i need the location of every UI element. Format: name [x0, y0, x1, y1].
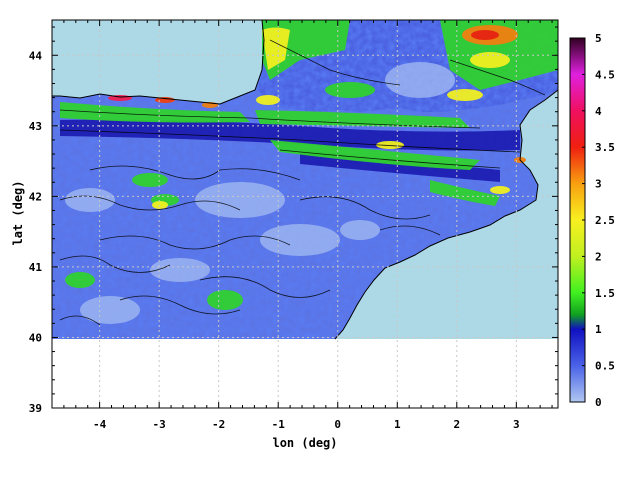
x-tick-label: -1: [272, 418, 286, 431]
coastline: [52, 20, 558, 340]
plot-frame: [51, 19, 559, 409]
yellow-regions: [152, 27, 510, 209]
colorbar-tick-label: 3.5: [595, 141, 615, 154]
x-tick-label: -2: [212, 418, 225, 431]
colorbar-tick-label: 5: [595, 32, 602, 45]
colorbar-ticks: 0 0.5 1 1.5 2 2.5 3 3.5 4 4.5 5: [582, 32, 615, 409]
colorbar-tick-label: 4: [595, 105, 602, 118]
low-value-patches: [65, 62, 455, 324]
colorbar-tick-label: 0: [595, 396, 602, 409]
colorbar: 0 0.5 1 1.5 2 2.5 3 3.5 4 4.5 5: [569, 32, 615, 409]
colorbar-tick-label: 3: [595, 178, 602, 191]
colorbar-tick-label: 2: [595, 250, 602, 263]
x-tick-label: 1: [394, 418, 401, 431]
y-tick-label: 40: [29, 331, 42, 344]
colorbar-tick-label: 1: [595, 323, 602, 336]
x-tick-label: -4: [93, 418, 107, 431]
x-axis-label: lon (deg): [272, 436, 337, 450]
colorbar-tick-label: 2.5: [595, 214, 615, 227]
y-tick-label: 42: [29, 190, 42, 203]
colorbar-tick-label: 4.5: [595, 68, 615, 81]
x-tick-label: 0: [334, 418, 341, 431]
x-tick-label: -3: [153, 418, 166, 431]
map-field: [52, 20, 558, 408]
x-axis: -4 -3 -2 -1 0 1 2 3: [51, 20, 553, 431]
x-tick-label: 2: [453, 418, 460, 431]
y-tick-label: 44: [29, 49, 43, 62]
y-axis-label: lat (deg): [11, 180, 25, 245]
colorbar-tick-label: 1.5: [595, 287, 615, 300]
colorbar-tick-label: 0.5: [595, 360, 615, 373]
y-tick-label: 43: [29, 120, 42, 133]
y-tick-label: 39: [29, 402, 42, 415]
no-data-area: [52, 339, 558, 408]
y-tick-label: 41: [29, 261, 43, 274]
y-axis: 39 40 41 42 43 44: [29, 26, 558, 415]
x-tick-label: 3: [513, 418, 520, 431]
contours: [59, 39, 546, 326]
